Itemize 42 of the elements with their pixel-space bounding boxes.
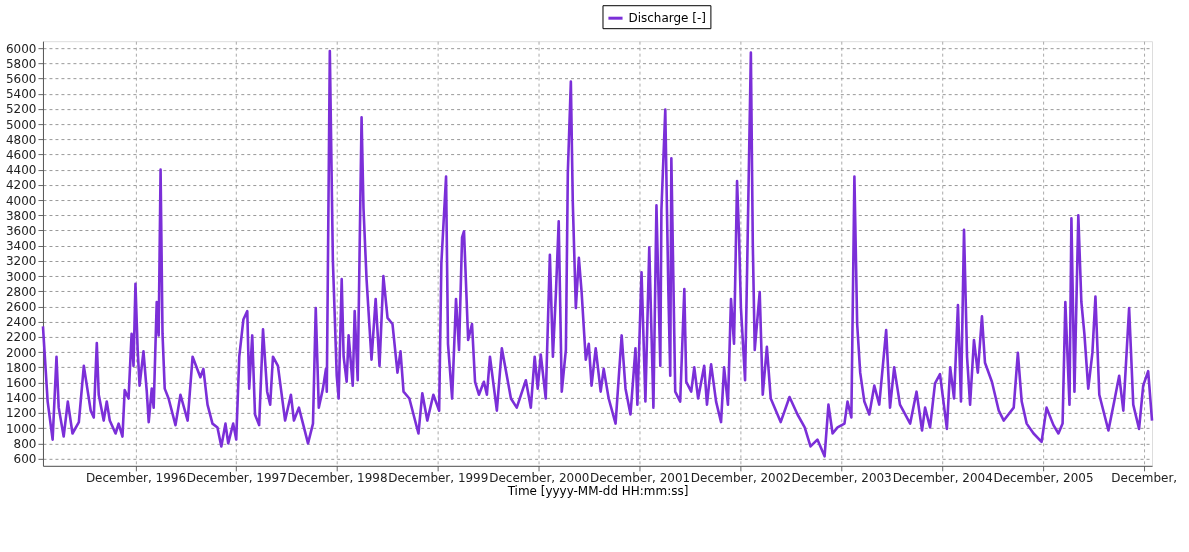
- x-tick-label: December, 2001: [590, 471, 691, 486]
- y-tick-label: 2400: [6, 315, 37, 330]
- x-tick-label: December, 1998: [287, 471, 388, 486]
- y-tick-label: 5000: [6, 117, 37, 132]
- x-tick-label: December, 1999: [388, 471, 489, 486]
- y-tick-label: 800: [13, 436, 37, 451]
- y-tick-label: 3600: [6, 223, 37, 238]
- y-tick-label: 6000: [6, 41, 37, 56]
- x-tick-label: December, 2002: [690, 471, 791, 486]
- y-tick-label: 3800: [6, 208, 37, 223]
- y-tick-label: 3000: [6, 269, 37, 284]
- y-tick-label: 4600: [6, 147, 37, 162]
- x-tick-label: December, 2005: [993, 471, 1094, 486]
- y-tick-label: 1600: [6, 376, 37, 391]
- y-tick-label: 2200: [6, 330, 37, 345]
- x-axis-title: Time [yyyy-MM-dd HH:mm:ss]: [506, 484, 689, 499]
- y-tick-label: 5600: [6, 71, 37, 86]
- x-tick-label: December, 2004: [892, 471, 993, 486]
- y-tick-label: 5200: [6, 102, 37, 117]
- y-tick-label: 4400: [6, 163, 37, 178]
- y-tick-label: 1800: [6, 360, 37, 375]
- y-tick-label: 2000: [6, 345, 37, 360]
- y-tick-label: 1200: [6, 406, 37, 421]
- y-tick-label: 5400: [6, 87, 37, 102]
- y-tick-label: 600: [13, 452, 37, 467]
- y-tick-label: 4000: [6, 193, 37, 208]
- y-tick-label: 1400: [6, 391, 37, 406]
- x-tick-label: December, 2000: [489, 471, 590, 486]
- y-tick-label: 4200: [6, 178, 37, 193]
- y-tick-label: 5800: [6, 56, 37, 71]
- line-series: [41, 49, 1154, 458]
- legend-label: Discharge [-]: [628, 11, 706, 26]
- x-tick-label: December,: [1111, 471, 1178, 486]
- x-tick-label: December, 1997: [186, 471, 287, 486]
- y-tick-label: 2600: [6, 300, 37, 315]
- x-tick-label: December, 1996: [85, 471, 187, 486]
- y-tick-label: 1000: [6, 421, 37, 436]
- y-tick-label: 3200: [6, 254, 37, 269]
- y-tick-label: 3400: [6, 239, 37, 254]
- y-tick-label: 4800: [6, 132, 37, 147]
- y-tick-label: 2800: [6, 284, 37, 299]
- x-tick-label: December, 2003: [791, 471, 892, 486]
